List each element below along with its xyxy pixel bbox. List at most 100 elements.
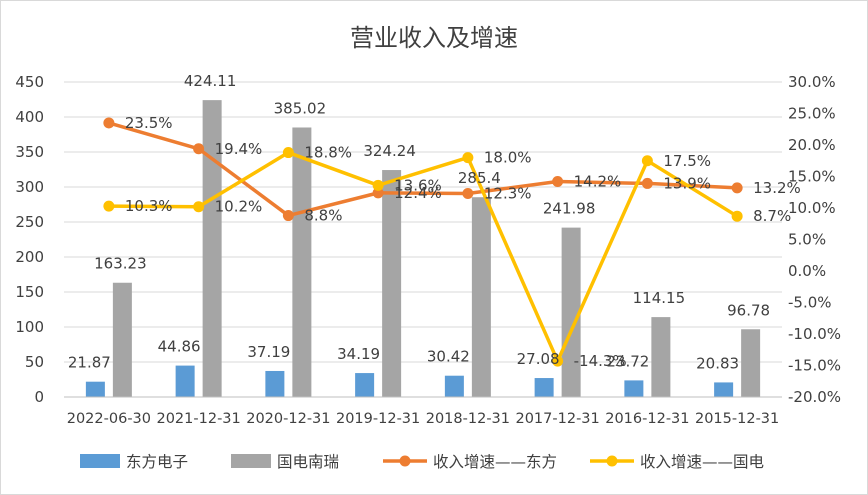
right-tick-label: 20.0% [788, 136, 836, 154]
bar [651, 317, 671, 397]
legend-swatch-point [606, 455, 618, 467]
line-data-label: 18.0% [484, 149, 532, 167]
line-point [103, 200, 115, 212]
left-tick-label: 450 [15, 73, 44, 91]
left-tick-label: 250 [15, 213, 44, 231]
legend-swatch [80, 454, 120, 468]
bar-data-label: 241.98 [543, 200, 596, 218]
bar [444, 375, 464, 397]
bar [624, 380, 644, 397]
x-tick-label: 2019-12-31 [336, 411, 420, 427]
left-tick-label: 150 [15, 283, 44, 301]
line-data-label: 17.5% [663, 152, 711, 170]
right-tick-label: -5.0% [788, 294, 832, 312]
line-point [731, 182, 743, 194]
right-axis: -20.0% -15.0% -10.0% -5.0% 0.0% 5.0% 10.0% 15.0… [788, 73, 841, 406]
line-point [372, 187, 384, 199]
line-data-label: 10.3% [125, 197, 173, 215]
bar-data-label: 34.19 [337, 345, 380, 363]
line-series [103, 117, 743, 367]
bar-data-label: 27.08 [517, 350, 560, 368]
x-tick-label: 2021-12-31 [156, 411, 240, 427]
x-axis: 2022-06-30 2021-12-31 2020-12-31 2019-12-31… [64, 396, 782, 427]
line-point [462, 188, 474, 200]
bar [534, 378, 554, 397]
bar-data-label: 96.78 [727, 301, 770, 319]
bar-data-label: 385.02 [274, 99, 327, 117]
bar-data-label: 114.15 [633, 289, 686, 307]
bar-data-label: 285.4 [458, 169, 501, 187]
line-data-label: 18.8% [304, 144, 352, 162]
bar-data-label: 23.72 [606, 352, 649, 370]
line-point [282, 210, 294, 222]
right-tick-label: -10.0% [788, 325, 841, 343]
line-point [641, 155, 653, 167]
line-data-label: 13.2% [753, 179, 801, 197]
line-data-label: 12.3% [484, 185, 532, 203]
bar-data-label: 30.42 [427, 348, 470, 366]
line-point [193, 143, 205, 155]
right-tick-label: 15.0% [788, 168, 836, 186]
bar [202, 100, 222, 398]
line-data-label: 10.2% [215, 198, 263, 216]
chart-title: 营业收入及增速 [350, 24, 518, 52]
line-point [731, 210, 743, 222]
bar [382, 170, 402, 397]
legend-swatch [231, 454, 271, 468]
bar-series [85, 100, 761, 398]
line-point [103, 117, 115, 129]
left-tick-label: 350 [15, 143, 44, 161]
line-point [282, 147, 294, 159]
line-point [462, 152, 474, 164]
data-labels: 21.87 44.86 37.19 34.19 30.42 27.08 23.72 20.83… [68, 72, 801, 372]
line-data-label: 12.4% [394, 184, 442, 202]
x-tick-label: 2020-12-31 [246, 411, 330, 427]
line-point [552, 355, 564, 367]
right-tick-label: 25.0% [788, 105, 836, 123]
x-tick-label: 2018-12-31 [426, 411, 510, 427]
left-tick-label: 50 [25, 353, 44, 371]
left-tick-label: 0 [34, 388, 44, 406]
right-tick-label: 0.0% [788, 262, 826, 280]
x-tick-label: 2022-06-30 [67, 411, 151, 427]
left-tick-label: 300 [15, 178, 44, 196]
line-data-label: 13.6% [394, 176, 442, 194]
left-tick-label: 200 [15, 248, 44, 266]
bar-data-label: 324.24 [363, 142, 416, 160]
bar [265, 370, 285, 397]
right-tick-label: 5.0% [788, 231, 826, 249]
x-tick-label: 2015-12-31 [695, 411, 779, 427]
right-tick-label: -15.0% [788, 357, 841, 375]
bar [561, 227, 581, 397]
line-data-label: -14.3% [574, 352, 627, 370]
line-point [552, 176, 564, 188]
legend-swatch-point [399, 455, 411, 467]
series-line [108, 150, 739, 363]
bar-data-label: 21.87 [68, 354, 111, 372]
line-data-label: 23.5% [125, 114, 173, 132]
bar [714, 382, 734, 397]
bar-data-label: 424.11 [184, 72, 237, 90]
line-data-label: 14.2% [574, 173, 622, 191]
x-tick-label: 2016-12-31 [605, 411, 689, 427]
right-tick-label: 10.0% [788, 199, 836, 217]
bar [112, 282, 132, 397]
legend-label: 收入增速——东方 [433, 453, 557, 471]
line-data-label: 13.9% [663, 174, 711, 192]
series-line [108, 121, 738, 218]
line-point [193, 201, 205, 213]
bar-data-label: 44.86 [158, 338, 201, 356]
bar [85, 381, 105, 397]
left-axis: 0 50 100 150 200 250 300 350 400 450 [15, 73, 44, 406]
bar-data-label: 163.23 [94, 255, 147, 273]
right-tick-label: 30.0% [788, 73, 836, 91]
line-data-label: 8.7% [753, 207, 791, 225]
bar [292, 127, 312, 398]
bar [355, 373, 375, 397]
legend: 东方电子 国电南瑞 收入增速——东方 收入增速——国电 [80, 453, 764, 471]
left-tick-label: 100 [15, 318, 44, 336]
line-data-label: 8.8% [304, 207, 342, 225]
bar [741, 329, 761, 397]
right-tick-label: -20.0% [788, 388, 841, 406]
